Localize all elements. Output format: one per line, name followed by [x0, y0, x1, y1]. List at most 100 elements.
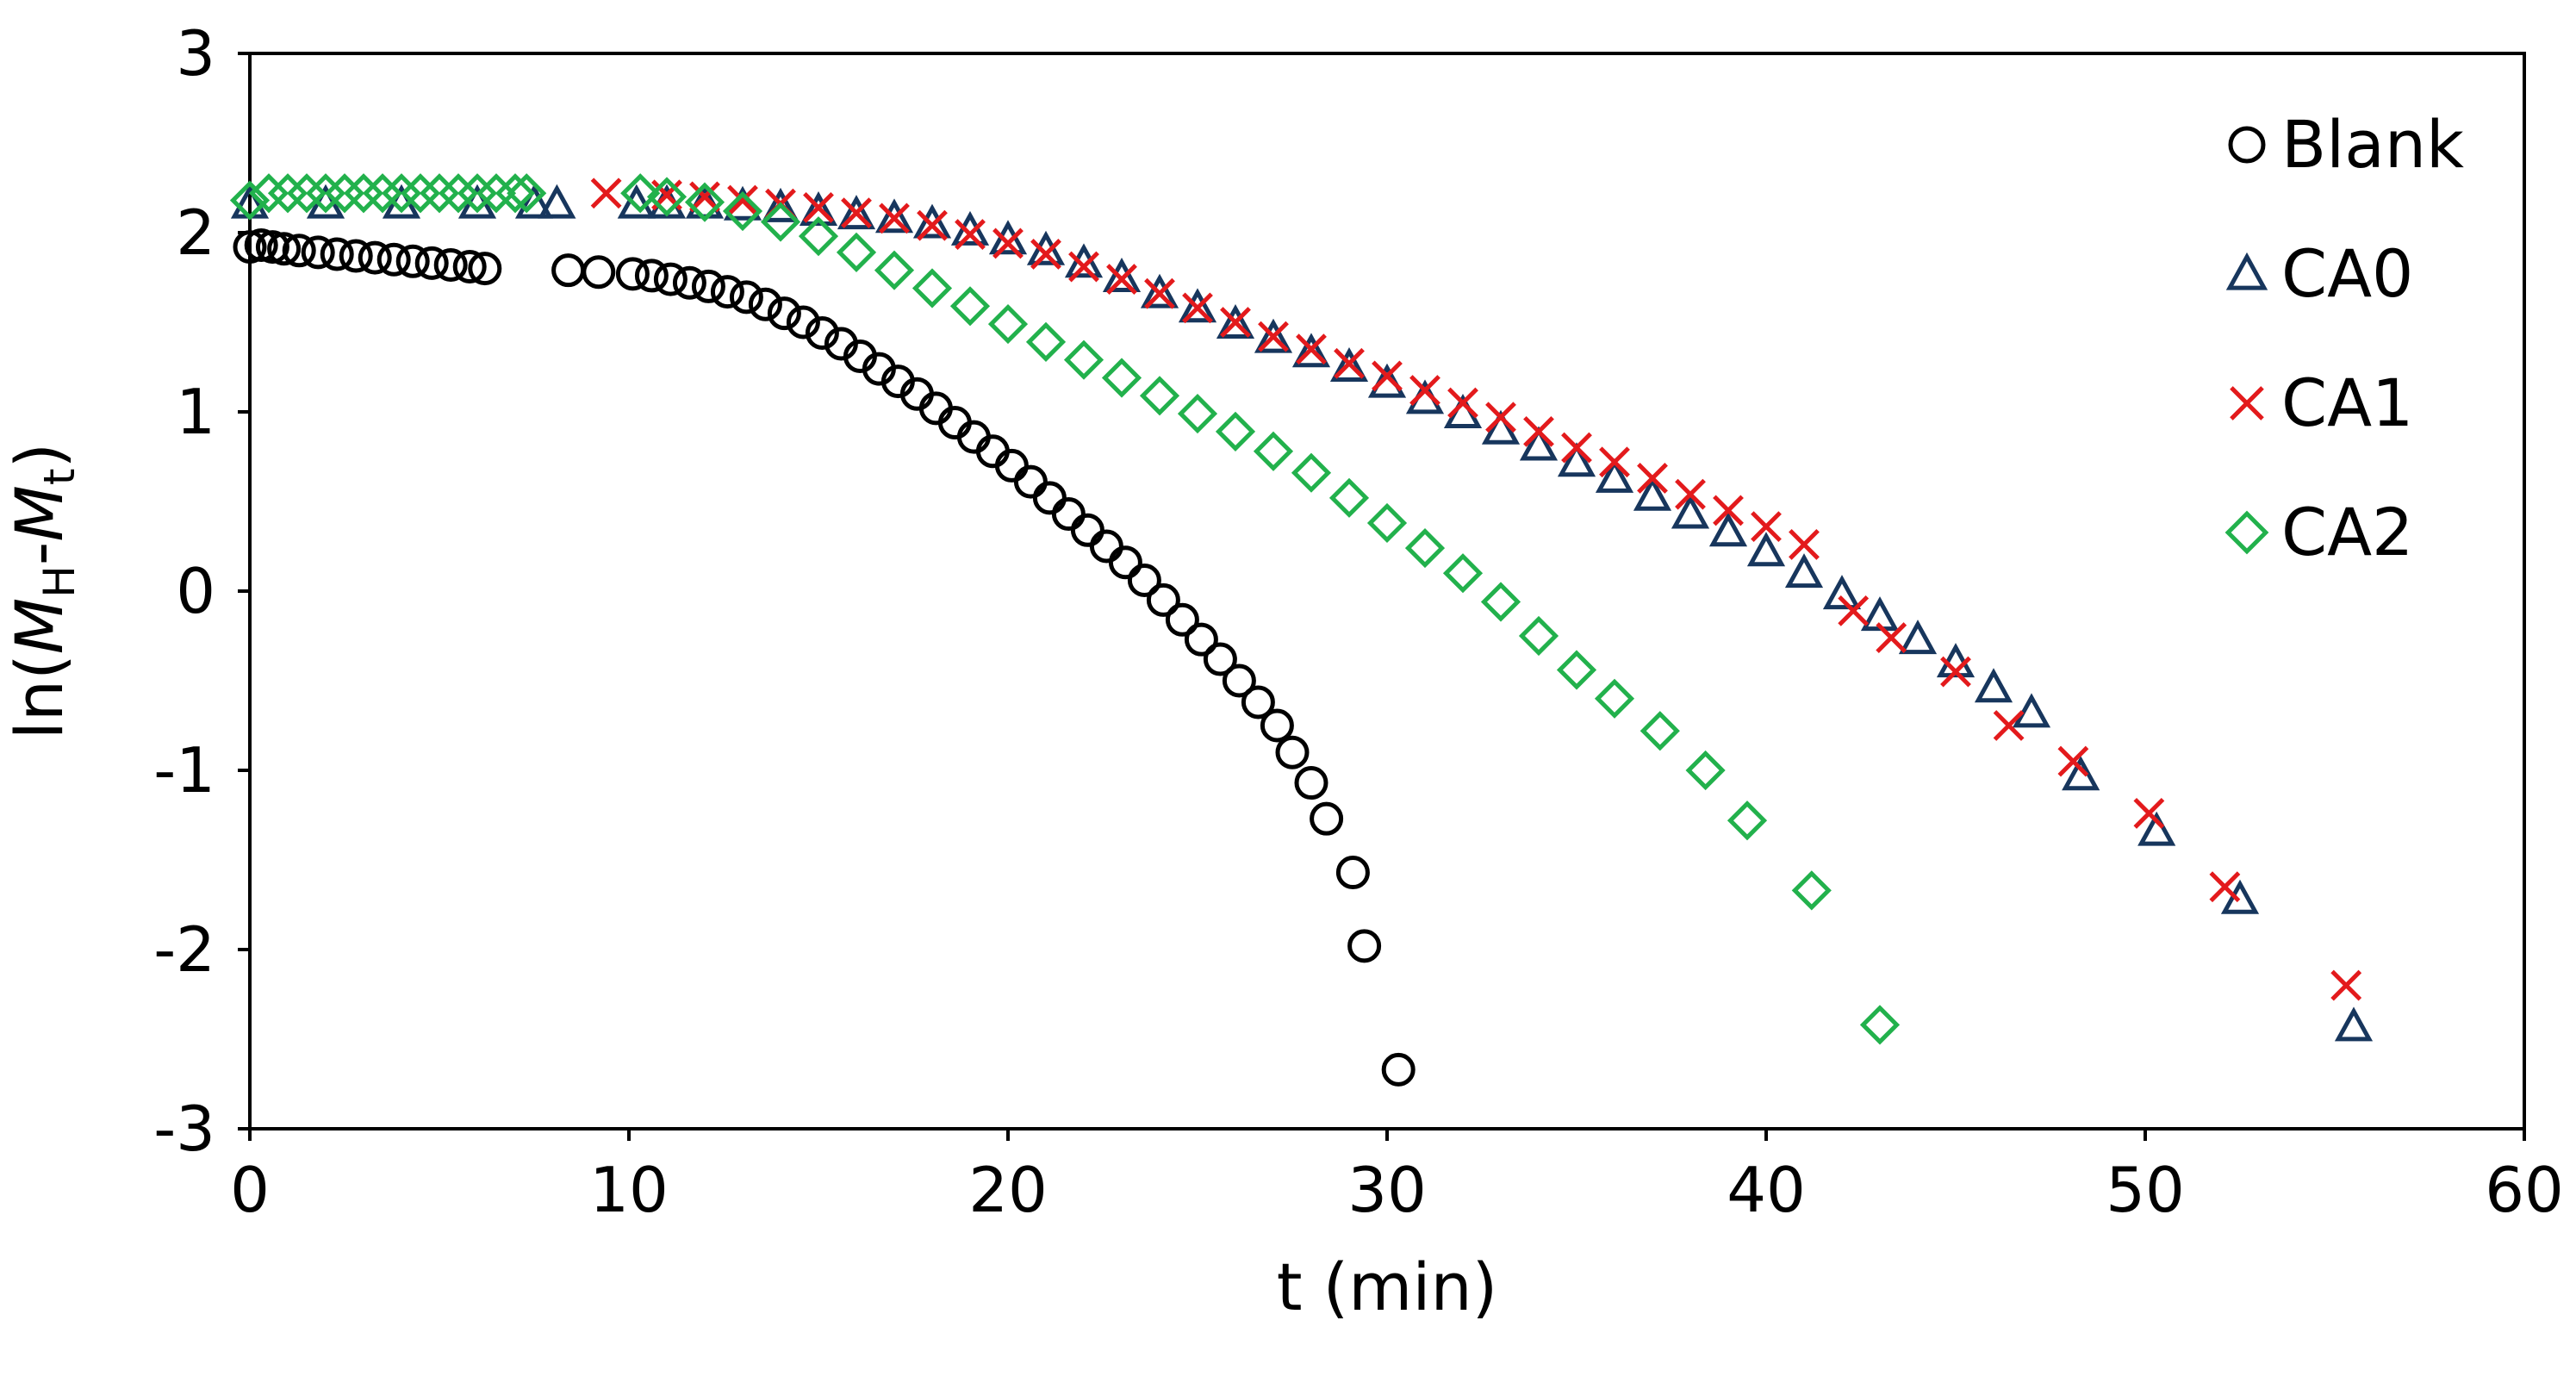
data-point-ca0	[1595, 458, 1634, 493]
plot-area	[248, 52, 2526, 1131]
data-point-ca1	[1751, 511, 1782, 543]
data-point-blank	[1184, 622, 1218, 657]
data-point-ca2	[1101, 358, 1142, 398]
data-point-ca2	[400, 173, 441, 214]
data-point-blank	[1381, 1052, 1416, 1087]
legend-item-blank: Blank	[2228, 106, 2464, 183]
data-point-ca1	[1675, 478, 1706, 510]
data-point-blank	[582, 255, 616, 290]
data-point-ca1	[992, 227, 1024, 259]
data-point-ca2	[1685, 750, 1726, 791]
data-point-ca1	[1789, 529, 1820, 560]
data-point-ca0	[2062, 756, 2100, 791]
data-point-ca2	[1556, 650, 1597, 690]
data-point-ca0	[912, 203, 952, 239]
data-point-ca2	[949, 286, 991, 327]
data-point-ca0	[1974, 668, 2013, 703]
data-point-ca2	[1518, 615, 1559, 657]
data-point-ca1	[1182, 292, 1213, 324]
data-point-ca0	[2334, 1006, 2374, 1042]
data-point-ca1	[1372, 360, 1403, 392]
data-point-ca2	[362, 173, 403, 214]
x-tick-label: 0	[230, 1154, 270, 1226]
data-point-ca1	[803, 191, 834, 223]
data-point-ca0	[1671, 494, 1710, 529]
data-point-ca1	[1106, 264, 1137, 295]
data-point-ca2	[874, 250, 915, 290]
y-tick-label: 2	[176, 196, 215, 269]
data-point-blank	[358, 240, 392, 275]
series-layer	[229, 173, 2374, 1087]
data-point-blank	[767, 296, 801, 331]
axis-ticks	[238, 52, 2526, 1141]
series-ca1	[590, 178, 2362, 1001]
data-point-blank	[433, 247, 468, 282]
data-point-ca2	[1859, 1005, 1901, 1045]
data-point-ca2	[1063, 339, 1104, 380]
data-point-ca2	[229, 180, 271, 221]
data-point-ca1	[1993, 710, 2025, 741]
y-tick-label: 3	[176, 17, 215, 90]
data-point-ca1	[727, 184, 758, 216]
x-axis-title: t (min)	[1277, 1249, 1498, 1325]
data-point-ca1	[1876, 622, 1907, 653]
data-point-ca0	[1216, 304, 1255, 339]
data-point-blank	[634, 258, 669, 293]
data-point-blank	[672, 265, 706, 300]
data-point-ca2	[987, 303, 1029, 345]
legend-label-ca2: CA2	[2281, 494, 2413, 570]
data-point-ca2	[457, 173, 498, 214]
data-point-blank	[1310, 801, 1344, 836]
data-point-blank	[786, 305, 820, 339]
data-point-blank	[1127, 564, 1161, 598]
data-point-ca0	[1784, 553, 1824, 589]
data-point-blank	[729, 280, 763, 315]
data-point-ca0	[2137, 811, 2176, 846]
data-point-ca0	[2012, 693, 2051, 728]
data-point-ca2	[419, 173, 460, 214]
x-tick-label: 20	[968, 1154, 1048, 1226]
data-point-blank	[255, 230, 289, 265]
data-point-ca1	[1447, 387, 1478, 419]
data-point-ca2	[1594, 678, 1635, 719]
data-point-ca2	[507, 173, 547, 214]
data-point-ca1	[1599, 446, 1630, 478]
data-point-blank	[1347, 929, 1382, 963]
data-point-ca2	[1404, 527, 1446, 569]
data-point-ca1	[879, 202, 910, 234]
data-point-blank	[1241, 685, 1275, 719]
x-tick-label: 50	[2106, 1154, 2185, 1226]
data-point-ca2	[760, 202, 801, 242]
data-point-ca2	[1366, 502, 1408, 544]
legend-label-ca0: CA0	[2281, 235, 2413, 312]
y-axis-title-dash: -	[1, 542, 78, 565]
x-tick-label: 30	[1347, 1154, 1427, 1226]
data-point-ca0	[1291, 333, 1331, 368]
data-point-ca1	[917, 209, 948, 241]
data-point-ca0	[874, 198, 914, 234]
data-point-ca2	[722, 190, 763, 232]
series-blank	[233, 228, 1416, 1087]
data-point-ca1	[1485, 402, 1516, 433]
data-point-ca1	[1940, 656, 1971, 688]
data-point-blank	[301, 235, 335, 270]
data-point-ca2	[381, 173, 422, 214]
data-point-ca2	[1480, 582, 1521, 622]
data-point-ca0	[1329, 346, 1369, 382]
data-point-blank	[1222, 663, 1256, 698]
data-point-blank	[805, 315, 839, 350]
data-point-ca0	[538, 184, 576, 219]
data-point-ca2	[646, 177, 688, 217]
data-point-ca2	[1727, 800, 1768, 841]
x-tick-label: 60	[2485, 1154, 2564, 1226]
data-point-ca0	[1633, 476, 1672, 511]
x-tick-label: 10	[589, 1154, 669, 1226]
data-point-blank	[1108, 545, 1142, 580]
data-point-ca2	[1640, 711, 1680, 751]
data-point-blank	[233, 230, 267, 265]
data-point-ca1	[2330, 969, 2362, 1001]
data-point-blank	[710, 275, 744, 309]
y-axis-title: ln(MH-Mt)	[1, 443, 84, 739]
data-point-blank	[1335, 856, 1370, 890]
